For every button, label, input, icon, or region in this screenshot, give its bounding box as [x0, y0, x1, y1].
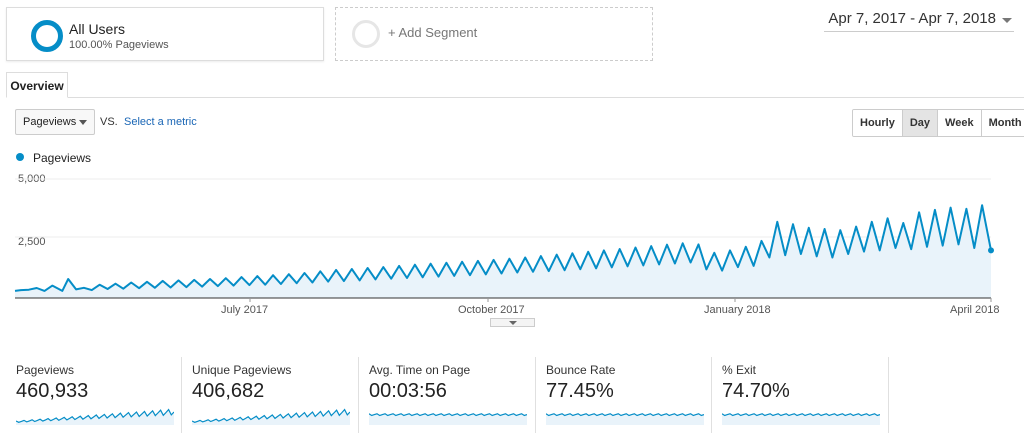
tab-divider — [6, 97, 1024, 98]
tab-overview[interactable]: Overview — [6, 72, 68, 98]
week-button[interactable]: Week — [937, 110, 981, 136]
segment-donut-icon — [31, 20, 63, 52]
sparkline-line — [369, 413, 527, 417]
dropdown-arrow-icon — [79, 120, 87, 125]
x-tick-label: April 2018 — [950, 304, 1000, 316]
last-point-marker — [988, 247, 994, 254]
metric-select[interactable]: Pageviews — [15, 109, 95, 135]
date-range-label: Apr 7, 2017 - Apr 7, 2018 — [828, 10, 996, 27]
stat-value: 74.70% — [722, 380, 790, 402]
stat-label: Unique Pageviews — [192, 363, 292, 377]
segment-title: All Users — [69, 21, 126, 37]
sparkline-line — [192, 408, 350, 423]
sparkline — [722, 413, 880, 425]
sparkline-area — [192, 409, 350, 425]
sparkline-line — [16, 408, 174, 423]
chevron-down-icon — [1002, 18, 1012, 23]
legend-label: Pageviews — [33, 151, 92, 165]
select-metric-link[interactable]: Select a metric — [124, 116, 197, 128]
stat-label: % Exit — [722, 363, 757, 377]
x-tick-label: October 2017 — [458, 304, 525, 316]
segment-all-users[interactable]: All Users 100.00% Pageviews — [6, 7, 324, 61]
granularity-buttons: Hourly Day Week Month — [852, 109, 1024, 137]
sparkline-line — [546, 413, 704, 417]
pageviews-area — [15, 205, 991, 298]
day-button[interactable]: Day — [901, 110, 938, 136]
month-button[interactable]: Month — [980, 110, 1024, 136]
sparkline — [192, 408, 350, 425]
date-range-picker[interactable]: Apr 7, 2017 - Apr 7, 2018 — [824, 8, 1014, 32]
divider — [535, 357, 536, 433]
divider — [358, 357, 359, 433]
sparkline-line — [722, 413, 880, 417]
add-segment-button[interactable]: + Add Segment — [335, 7, 653, 61]
stat-exit-rate[interactable]: % Exit 74.70% — [722, 357, 882, 432]
stat-avg-time-on-page[interactable]: Avg. Time on Page 00:03:56 — [369, 357, 529, 432]
divider — [888, 357, 889, 433]
stat-label: Avg. Time on Page — [369, 363, 471, 377]
segment-subtitle: 100.00% Pageviews — [69, 39, 169, 51]
sparkline-area — [16, 409, 174, 425]
divider — [181, 357, 182, 433]
stat-value: 460,933 — [16, 380, 89, 402]
x-tick-label: July 2017 — [221, 304, 269, 316]
sparkline-area — [546, 413, 704, 425]
sparkline — [546, 413, 704, 425]
stat-value: 406,682 — [192, 380, 265, 402]
stat-label: Pageviews — [16, 363, 75, 377]
pageviews-line-chart — [14, 178, 994, 302]
legend-dot-icon — [16, 153, 24, 161]
sparkline-area — [369, 413, 527, 425]
stat-bounce-rate[interactable]: Bounce Rate 77.45% — [546, 357, 706, 432]
stat-value: 00:03:56 — [369, 380, 447, 402]
stat-unique-pageviews[interactable]: Unique Pageviews 406,682 — [192, 357, 352, 432]
sparkline — [16, 408, 174, 425]
empty-segment-icon — [352, 20, 380, 48]
stat-pageviews[interactable]: Pageviews 460,933 — [16, 357, 176, 432]
hourly-button[interactable]: Hourly — [853, 110, 902, 136]
chart-resize-handle[interactable] — [490, 318, 535, 327]
stat-value: 77.45% — [546, 380, 614, 402]
y-tick-label: 2,500 — [18, 236, 46, 248]
sparkline-area — [722, 413, 880, 425]
add-segment-label: + Add Segment — [388, 25, 478, 40]
stat-label: Bounce Rate — [546, 363, 616, 377]
x-tick-label: January 2018 — [704, 304, 771, 316]
vs-label: VS. — [100, 116, 118, 128]
divider — [711, 357, 712, 433]
metric-select-label: Pageviews — [23, 116, 77, 128]
sparkline — [369, 413, 527, 425]
pageviews-line — [14, 204, 992, 292]
